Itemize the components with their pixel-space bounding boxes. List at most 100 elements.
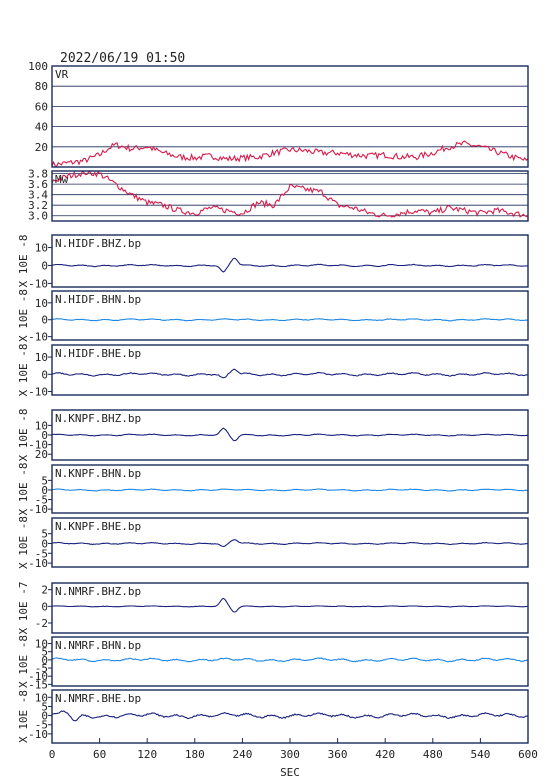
y-tick-label: 10 — [35, 297, 48, 310]
y-axis-label: X 10E -8 — [17, 690, 30, 743]
y-tick-label: -5 — [35, 719, 48, 732]
y-tick-label: 3.4 — [28, 189, 48, 202]
y-axis-label: X 10E -8 — [17, 344, 30, 397]
y-axis-label: X 10E -8 — [17, 516, 30, 569]
series-line — [51, 170, 529, 218]
panel-frame — [51, 409, 529, 461]
y-tick-label: -10 — [28, 439, 48, 452]
y-axis-label: X 10E -7 — [17, 582, 30, 635]
y-tick-label: -10 — [28, 386, 48, 399]
y-tick-label: -2 — [35, 617, 48, 630]
y-tick-label: -10 — [28, 728, 48, 741]
panel-label: N.HIDF.BHE.bp — [55, 347, 141, 360]
y-tick-label: 60 — [35, 100, 48, 113]
x-tick-label: 360 — [328, 748, 348, 761]
panel-label: N.NMRF.BHN.bp — [55, 639, 141, 652]
panel-frame — [51, 636, 529, 687]
panel-mw: 3.83.63.43.23.0 Mw — [28, 168, 529, 223]
y-tick-label: 10 — [35, 242, 48, 255]
y-axis-label: X 10E -8 — [17, 409, 30, 462]
y-tick-label: -5 — [35, 662, 48, 675]
y-tick-label: -10 — [28, 503, 48, 516]
panel-n-hidf-bhn-bp: 10 0 -10 N.HIDF.BHN.bp X 10E -8 — [17, 289, 529, 344]
y-tick-label: -15 — [28, 678, 48, 691]
y-tick-label: 0 — [41, 537, 48, 550]
panel-n-knpf-bhn-bp: 50-5-10 N.KNPF.BHN.bp X 10E -8 — [17, 463, 529, 516]
x-tick-label: 180 — [185, 748, 205, 761]
panel-n-nmrf-bhz-bp: 2 0 -2 N.NMRF.BHZ.bp X 10E -7 — [17, 582, 529, 635]
date-time-header: 2022/06/19 01:50 — [60, 51, 185, 66]
y-tick-label: 80 — [35, 80, 48, 93]
y-tick-label: 10 — [35, 419, 48, 432]
panel-frame — [51, 582, 529, 634]
chart-panels: 10080604020VR3.83.63.43.23.0Mw100-10N.HI… — [17, 60, 529, 744]
y-axis-label: X 10E -8 — [17, 635, 30, 688]
panel-label: Mw — [55, 173, 69, 186]
y-tick-label: -10 — [28, 670, 48, 683]
series-line — [51, 657, 529, 663]
x-axis-label: SEC — [280, 766, 300, 779]
y-tick-label: 3.0 — [28, 210, 48, 223]
panel-label: N.KNPF.BHZ.bp — [55, 412, 141, 425]
y-tick-label: -10 — [28, 557, 48, 570]
y-axis-label: X 10E -8 — [17, 463, 30, 516]
x-tick-label: 0 — [49, 748, 56, 761]
x-tick-label: 480 — [423, 748, 443, 761]
panel-frame — [51, 170, 529, 222]
panel-label: N.KNPF.BHN.bp — [55, 467, 141, 480]
y-tick-label: 20 — [35, 141, 48, 154]
series-line — [51, 318, 529, 322]
y-tick-label: 2 — [41, 584, 48, 597]
y-tick-label: 5 — [41, 700, 48, 713]
y-tick-label: 0 — [41, 314, 48, 327]
y-tick-label: 5 — [41, 474, 48, 487]
panel-label: N.HIDF.BHZ.bp — [55, 237, 141, 250]
panel-n-hidf-bhz-bp: 10 0 -10 N.HIDF.BHZ.bp X 10E -8 — [17, 234, 529, 290]
y-tick-label: 5 — [41, 528, 48, 541]
x-tick-label: 60 — [93, 748, 106, 761]
series-line — [51, 539, 529, 548]
y-tick-label: -10 — [28, 331, 48, 344]
y-tick-label: 0 — [41, 654, 48, 667]
panel-vr: 100 80 60 40 20 VR — [28, 60, 529, 168]
y-tick-label: 0 — [41, 368, 48, 381]
panel-label: N.KNPF.BHE.bp — [55, 520, 141, 533]
y-axis-label: X 10E -8 — [17, 235, 30, 288]
y-tick-label: 5 — [41, 646, 48, 659]
y-tick-label: 0 — [41, 710, 48, 723]
y-tick-label: 10 — [35, 351, 48, 364]
series-line — [51, 488, 529, 492]
y-tick-label: 100 — [28, 60, 48, 73]
x-tick-label: 540 — [470, 748, 490, 761]
panel-n-hidf-bhe-bp: 10 0 -10 N.HIDF.BHE.bp X 10E -8 — [17, 344, 529, 399]
panel-label: N.NMRF.BHE.bp — [55, 692, 141, 705]
series-line — [51, 257, 529, 273]
panel-frame — [51, 290, 529, 341]
y-tick-label: 3.6 — [28, 178, 48, 191]
y-tick-label: 20 — [35, 448, 48, 461]
series-line — [51, 140, 529, 167]
x-axis: 0 60 120 180 240 300 360 420 480 540 600 — [49, 738, 538, 761]
x-tick-label: 240 — [232, 748, 252, 761]
series-line — [51, 597, 529, 613]
y-tick-label: 0 — [41, 259, 48, 272]
x-tick-label: 600 — [518, 748, 538, 761]
x-tick-label: 120 — [137, 748, 157, 761]
panel-label: VR — [55, 68, 69, 81]
x-tick-label: 300 — [280, 748, 300, 761]
y-tick-label: 3.8 — [28, 168, 48, 181]
y-axis-label: X 10E -8 — [17, 289, 30, 342]
y-tick-label: 0 — [41, 484, 48, 497]
y-tick-label: 3.2 — [28, 199, 48, 212]
y-tick-label: 10 — [35, 691, 48, 704]
panel-frame — [51, 517, 529, 568]
panel-frame — [51, 65, 529, 168]
panel-frame — [51, 234, 529, 288]
panel-n-knpf-bhe-bp: 50-5-10 N.KNPF.BHE.bp X 10E -8 — [17, 516, 529, 570]
y-tick-label: -10 — [28, 277, 48, 290]
panel-frame — [51, 344, 529, 396]
y-tick-label: 0 — [41, 600, 48, 613]
